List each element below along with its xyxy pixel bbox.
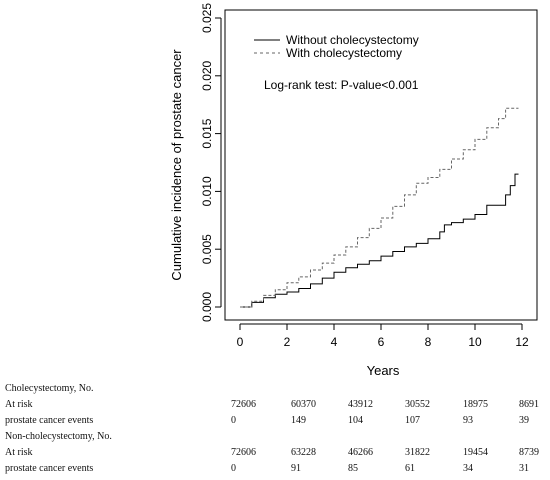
table-cell: 72606 — [231, 399, 256, 410]
table-cell: 8739 — [519, 447, 539, 458]
legend-label-with: With cholecystectomy — [286, 46, 402, 60]
table-cell: 18975 — [463, 399, 488, 410]
y-tick-label: 0.005 — [200, 234, 214, 264]
table-cell: 63228 — [291, 447, 316, 458]
x-tick-label: 2 — [284, 335, 291, 349]
table-cell: 61 — [405, 463, 415, 474]
plot-frame — [224, 9, 538, 321]
x-tick-label: 4 — [331, 335, 338, 349]
x-tick-label: 10 — [468, 335, 482, 349]
table-cell: 34 — [463, 463, 473, 474]
x-tick-label: 0 — [237, 335, 244, 349]
y-tick-label: 0.000 — [200, 292, 214, 322]
table-cell: 72606 — [231, 447, 256, 458]
table-cell: 43912 — [348, 399, 373, 410]
row-label-cholecystectomy-events: prostate cancer events — [5, 415, 94, 426]
table-cell: 91 — [291, 463, 301, 474]
y-tick-label: 0.020 — [200, 60, 214, 90]
series-line-1 — [240, 107, 519, 308]
table-cell: 85 — [348, 463, 358, 474]
y-tick-label: 0.025 — [200, 3, 214, 33]
row-label-non-cholecystectomy-at-risk: At risk — [5, 447, 33, 458]
y-tick-label: 0.015 — [200, 118, 214, 148]
table-cell: 46266 — [348, 447, 373, 458]
y-axis: 0.000 0.005 0.010 0.015 0.020 0.025 — [200, 3, 222, 322]
row-label-cholecystectomy-at-risk: At risk — [5, 399, 33, 410]
table-cell: 30552 — [405, 399, 430, 410]
cumulative-incidence-chart: 0 2 4 6 8 10 12 0.000 0.005 0.010 0.015 0.020 0.025… — [169, 3, 538, 378]
table-cell: 31822 — [405, 447, 430, 458]
table-cell: 19454 — [463, 447, 488, 458]
table-cell: 39 — [519, 415, 529, 426]
group-title-cholecystectomy: Cholecystectomy, No. — [5, 383, 94, 394]
table-cell: 31 — [519, 463, 529, 474]
table-cell: 8691 — [519, 399, 539, 410]
y-axis-label: Cumulative incidence of prostate cancer — [169, 49, 184, 281]
series-layer — [240, 107, 519, 308]
legend: Without cholecystectomy With cholecystec… — [254, 33, 419, 60]
x-axis: 0 2 4 6 8 10 12 — [237, 323, 529, 349]
group-title-non-cholecystectomy: Non-cholecystectomy, No. — [5, 431, 112, 442]
logrank-annotation: Log-rank test: P-value<0.001 — [264, 78, 419, 92]
y-tick-label: 0.010 — [200, 176, 214, 206]
x-axis-label: Years — [367, 363, 400, 378]
table-cell: 60370 — [291, 399, 316, 410]
series-line-0 — [240, 173, 519, 308]
row-label-non-cholecystectomy-events: prostate cancer events — [5, 463, 94, 474]
x-tick-label: 8 — [425, 335, 432, 349]
table-cell: 0 — [231, 415, 236, 426]
legend-label-without: Without cholecystectomy — [286, 33, 419, 47]
x-tick-label: 6 — [378, 335, 385, 349]
table-cell: 107 — [405, 415, 420, 426]
table-cell: 104 — [348, 415, 363, 426]
x-tick-label: 12 — [515, 335, 529, 349]
table-cell: 0 — [231, 463, 236, 474]
table-cell: 149 — [291, 415, 306, 426]
table-cell: 93 — [463, 415, 473, 426]
